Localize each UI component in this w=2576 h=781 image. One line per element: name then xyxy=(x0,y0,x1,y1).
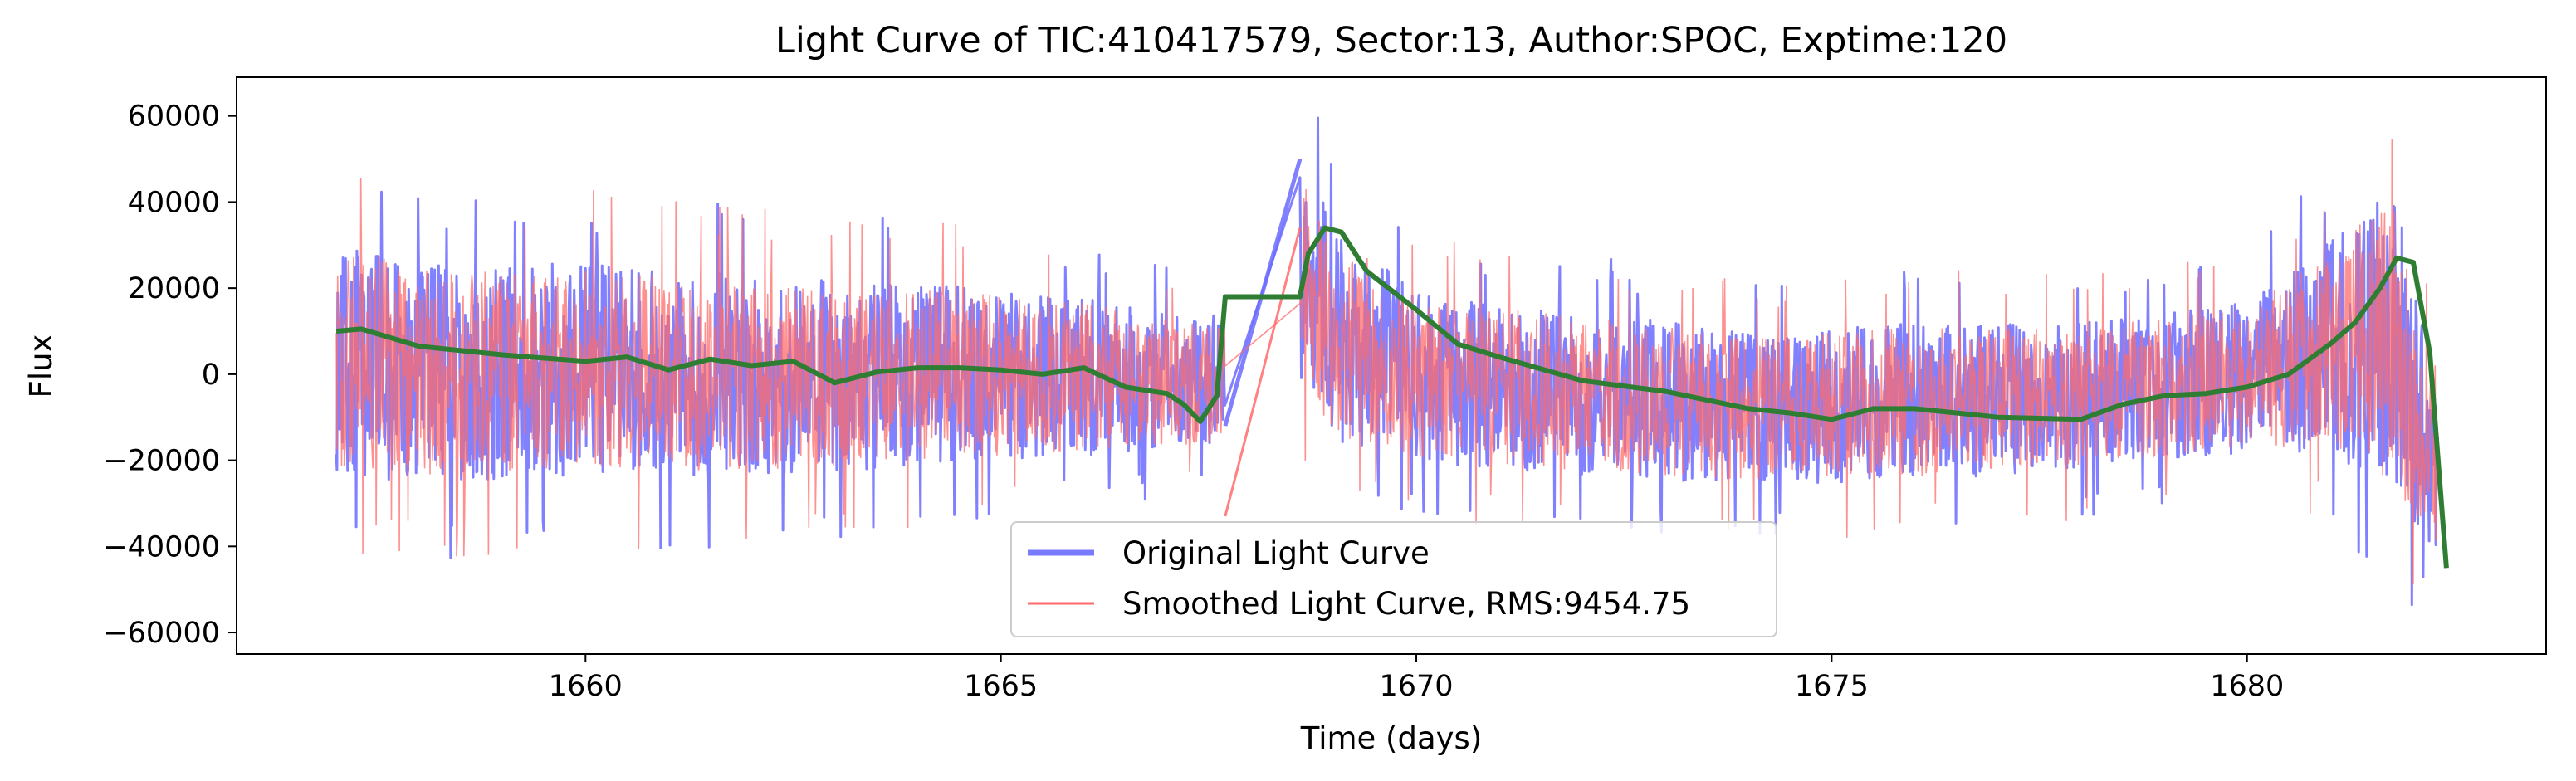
legend: Original Light Curve Smoothed Light Curv… xyxy=(1010,521,1777,637)
x-tick-label: 1660 xyxy=(549,670,623,703)
smoothed-gap-connector xyxy=(1224,227,1302,517)
y-tick-label: −40000 xyxy=(103,530,220,564)
x-tick-label: 1665 xyxy=(964,670,1038,703)
y-tick-label: 0 xyxy=(202,359,220,392)
trend-line xyxy=(335,225,2449,569)
chart-title: Light Curve of TIC:410417579, Sector:13,… xyxy=(775,20,2007,61)
smoothed-light-curve-line xyxy=(335,139,2439,585)
plot-frame xyxy=(236,76,2547,655)
y-tick-label: −60000 xyxy=(103,617,220,650)
y-axis-label: Flux xyxy=(23,334,59,398)
legend-label-smoothed: Smoothed Light Curve, RMS:9454.75 xyxy=(1122,586,1690,622)
y-tick-label: −20000 xyxy=(103,445,220,478)
y-tick-label: 20000 xyxy=(128,272,220,305)
legend-label-original: Original Light Curve xyxy=(1122,535,1430,571)
x-axis: 1660 1665 1670 1675 1680 xyxy=(549,654,2284,703)
x-tick-label: 1680 xyxy=(2210,670,2284,703)
y-tick-label: 60000 xyxy=(128,100,220,134)
y-tick-label: 40000 xyxy=(128,186,220,219)
x-axis-label: Time (days) xyxy=(1300,720,1483,756)
plot-area xyxy=(335,116,2449,607)
x-tick-label: 1675 xyxy=(1795,670,1869,703)
x-tick-label: 1670 xyxy=(1379,670,1453,703)
original-gap-connector xyxy=(1223,158,1303,427)
legend-box xyxy=(1010,521,1777,637)
y-axis: −60000 −40000 −20000 0 20000 40000 60000 xyxy=(103,100,237,650)
